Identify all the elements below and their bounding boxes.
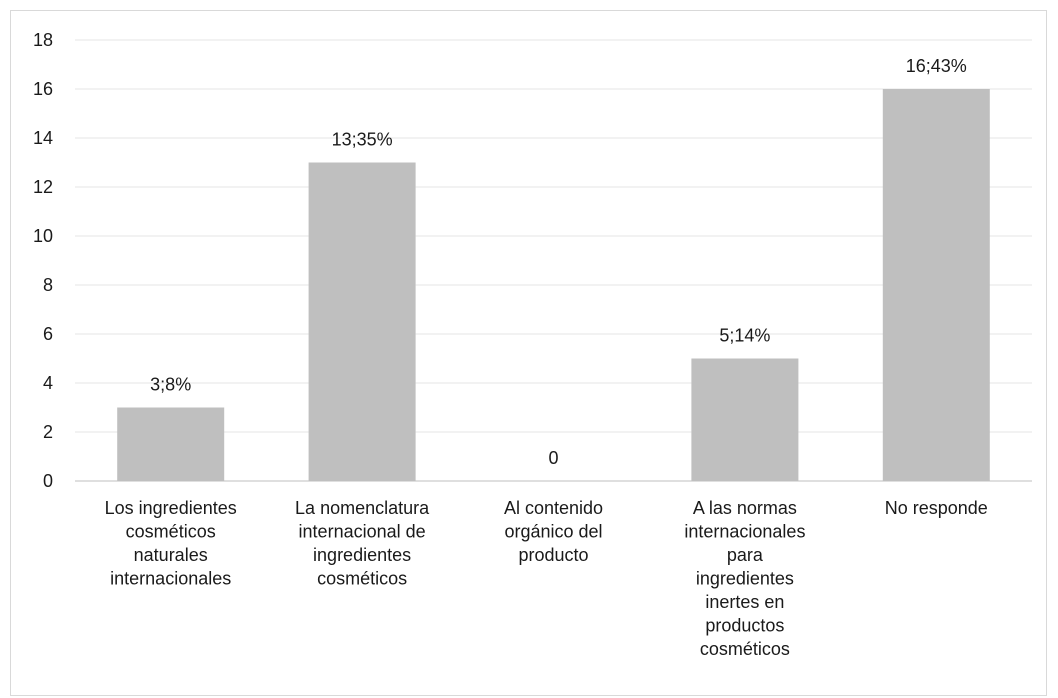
category-label-line: A las normas xyxy=(693,498,797,518)
category-label-line: ingredientes xyxy=(313,545,411,565)
y-tick-label: 16 xyxy=(33,79,53,99)
category-label: Al contenido orgánico del producto xyxy=(504,498,603,565)
category-label-line: cosméticos xyxy=(700,639,790,659)
data-label: 16;43% xyxy=(906,56,967,76)
category-label-line: cosméticos xyxy=(126,522,216,542)
y-axis-ticks: 0 2 4 6 8 10 12 14 16 18 xyxy=(33,30,53,491)
data-label: 0 xyxy=(548,448,558,468)
category-label-line: orgánico del xyxy=(504,522,602,542)
data-label: 3;8% xyxy=(150,375,191,395)
category-label-line: Al contenido xyxy=(504,498,603,518)
category-label-line: La nomenclatura xyxy=(295,498,430,518)
data-labels: 3;8% 13;35% 0 5;14% 16;43% xyxy=(150,56,967,468)
category-label-line: producto xyxy=(518,545,588,565)
category-label-line: para xyxy=(727,545,764,565)
category-label-line: ingredientes xyxy=(696,569,794,589)
category-label-line: internacionales xyxy=(110,569,231,589)
bar xyxy=(117,407,225,481)
y-tick-label: 6 xyxy=(43,324,53,344)
gridlines xyxy=(75,39,1032,433)
category-label: No responde xyxy=(885,498,988,518)
y-tick-label: 18 xyxy=(33,30,53,50)
data-label: 5;14% xyxy=(719,326,770,346)
category-label-line: cosméticos xyxy=(317,569,407,589)
y-tick-label: 14 xyxy=(33,128,53,148)
y-tick-label: 10 xyxy=(33,226,53,246)
data-label: 13;35% xyxy=(332,130,393,150)
bars xyxy=(117,89,990,481)
category-label: Los ingredientes cosméticos naturales inter… xyxy=(105,498,237,589)
bar xyxy=(882,89,990,481)
y-tick-label: 2 xyxy=(43,422,53,442)
category-labels: Los ingredientes cosméticos naturales inter… xyxy=(105,498,988,659)
category-label: La nomenclatura internacional de ingredien… xyxy=(295,498,430,589)
y-tick-label: 12 xyxy=(33,177,53,197)
category-label-line: No responde xyxy=(885,498,988,518)
y-tick-label: 4 xyxy=(43,373,53,393)
y-tick-label: 8 xyxy=(43,275,53,295)
category-label-line: Los ingredientes xyxy=(105,498,237,518)
bar xyxy=(691,358,799,481)
y-tick-label: 0 xyxy=(43,471,53,491)
category-label: A las normas internacionales para ingredien… xyxy=(684,498,805,659)
category-label-line: naturales xyxy=(134,545,208,565)
category-label-line: internacionales xyxy=(684,522,805,542)
category-label-line: productos xyxy=(705,616,784,636)
category-label-line: internacional de xyxy=(299,522,426,542)
bar xyxy=(308,162,416,481)
chart-frame xyxy=(10,10,1047,696)
category-label-line: inertes en xyxy=(705,592,784,612)
